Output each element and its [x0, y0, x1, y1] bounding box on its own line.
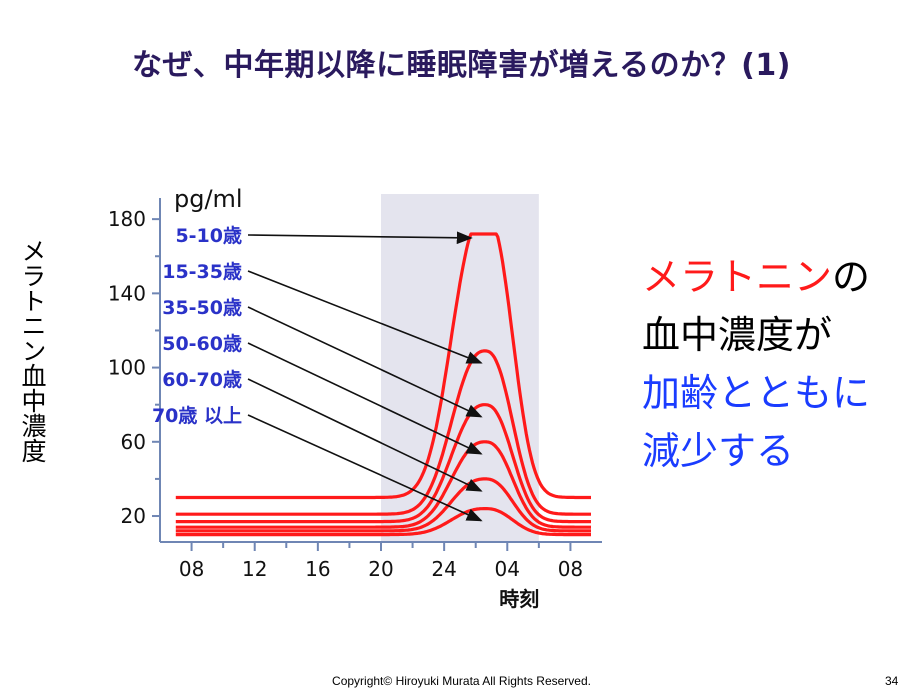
x-tick-label: 08 — [558, 557, 583, 581]
series-annotation-arrow — [247, 270, 483, 364]
y-tick-label: 20 — [121, 504, 146, 528]
copyright-footer: Copyright© Hiroyuki Murata All Rights Re… — [332, 674, 591, 688]
y-tick-label: 100 — [108, 356, 146, 380]
series-line — [175, 507, 591, 537]
series-annotation-label: 15-35歳 — [162, 261, 242, 283]
message-line-2: 血中濃度が — [642, 313, 833, 357]
series-line — [175, 403, 591, 524]
series-annotation-label: 5-10歳 — [175, 225, 242, 247]
series-annotation-arrow — [247, 231, 473, 245]
message-line-4: 減少する — [642, 429, 795, 473]
page-number: 34 — [885, 674, 899, 688]
x-tick-label: 04 — [495, 557, 520, 581]
message-line-3: 加齢とともに — [642, 371, 871, 415]
vertical-y-axis-title: メラトニン血中濃度 — [18, 238, 47, 463]
x-axis-title: 時刻 — [499, 587, 539, 610]
y-unit-label: pg/ml — [174, 185, 243, 213]
series-annotation-label: 35-50歳 — [162, 297, 242, 319]
melatonin-chart: 20 60 100 140 180 08 12 16 20 24 04 08 pg/ml 時刻 5-10歳 1… — [108, 185, 602, 610]
series-annotation-arrow — [247, 414, 483, 522]
series-annotation-arrow — [247, 378, 483, 492]
message-highlight-melatonin: メラトニン — [642, 255, 833, 299]
series-annotation-label: 60-70歳 — [162, 369, 242, 391]
series-line — [175, 232, 591, 500]
x-tick-label: 12 — [242, 557, 267, 581]
message-particle: の — [832, 255, 871, 299]
series-annotation-label: 50-60歳 — [162, 333, 242, 355]
series-line — [175, 440, 591, 529]
y-tick-label: 140 — [108, 281, 146, 305]
night-shaded-region — [381, 194, 539, 542]
y-tick-label: 60 — [121, 430, 146, 454]
x-tick-label: 24 — [431, 557, 456, 581]
x-tick-label: 20 — [368, 557, 393, 581]
message-line-1: メラトニンの — [642, 248, 912, 306]
series-annotation-arrow — [247, 342, 483, 455]
series-line — [175, 349, 591, 516]
series-line — [175, 477, 591, 533]
x-tick-label: 08 — [179, 557, 204, 581]
series-annotation-label: 70歳 以上 — [152, 405, 242, 427]
key-message: メラトニンの 血中濃度が 加齢とともに 減少する — [642, 248, 912, 480]
slide-title: なぜ、中年期以降に睡眠障害が増えるのか？(1) — [132, 48, 791, 83]
series-annotation-arrow — [247, 306, 483, 418]
x-tick-label: 16 — [305, 557, 330, 581]
y-tick-label: 180 — [108, 207, 146, 231]
